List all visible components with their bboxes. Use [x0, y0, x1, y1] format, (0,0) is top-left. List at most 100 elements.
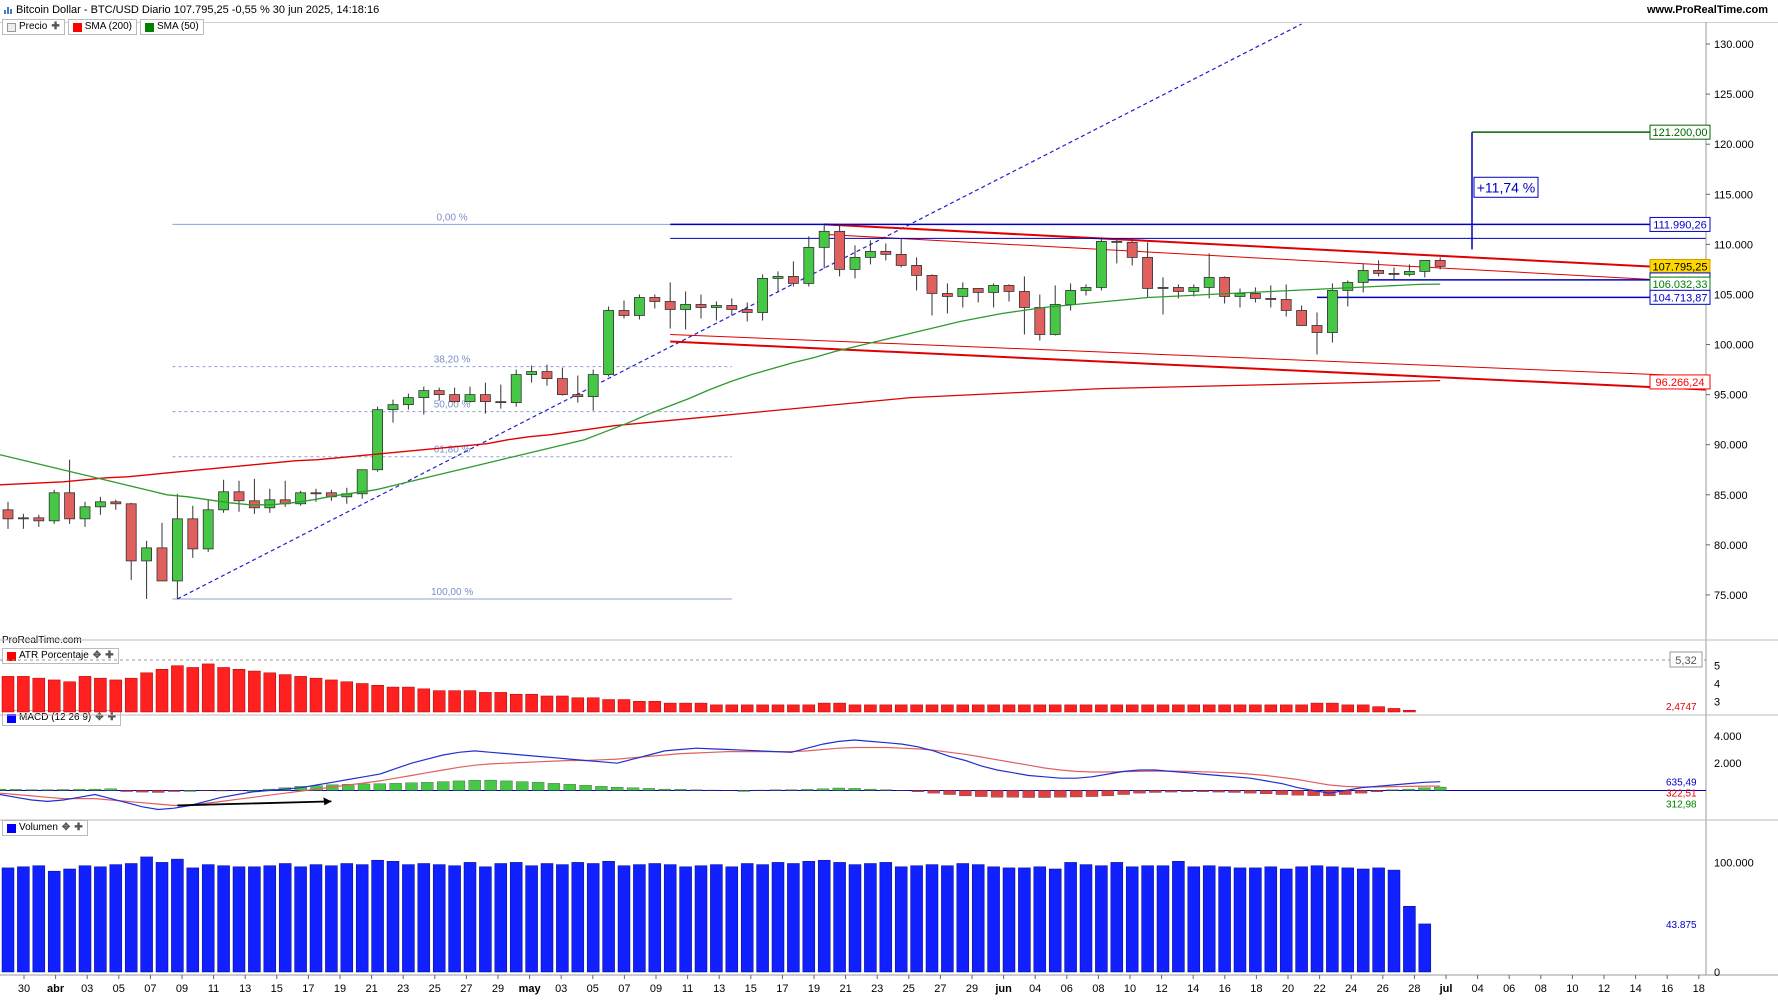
- atr-bar: [1095, 704, 1108, 713]
- sma200-line: [0, 379, 1441, 486]
- atr-bar: [1079, 704, 1093, 713]
- time-tick-label: 25: [903, 983, 915, 995]
- macd-hist-bar: [626, 787, 640, 791]
- candle: [711, 301, 722, 321]
- time-tick-label: 06: [1503, 983, 1515, 995]
- macd-signal-line: [0, 746, 1441, 807]
- macd-hist-bar: [1133, 790, 1146, 794]
- wrench-icon[interactable]: ✥: [92, 650, 102, 661]
- macd-hist-bar: [389, 783, 402, 791]
- candle-body: [1049, 304, 1061, 335]
- macd-hist-bar: [1101, 790, 1114, 797]
- macd-hist-bar: [880, 789, 893, 791]
- atr-bar: [802, 704, 816, 713]
- atr-label: ATR Porcentaje: [19, 650, 89, 661]
- macd-legend: MACD (12 26 9) ✥ ✚: [2, 710, 122, 726]
- macd-hist-bar: [1259, 790, 1273, 795]
- atr-bar: [371, 685, 384, 713]
- volume-bar: [217, 865, 230, 973]
- legend-macd[interactable]: MACD (12 26 9) ✥ ✚: [2, 710, 122, 726]
- volume-bar: [509, 862, 523, 973]
- volume-bar: [17, 866, 30, 973]
- volume-bar: [371, 859, 384, 973]
- macd-hist-bar: [611, 787, 624, 791]
- volume-bar: [525, 865, 538, 973]
- atr-bar: [355, 683, 369, 713]
- volume-bar: [679, 866, 692, 973]
- macd-hist-bar: [959, 790, 972, 797]
- legend-sma200[interactable]: SMA (200): [67, 19, 137, 35]
- wrench-icon[interactable]: ✥: [61, 822, 71, 833]
- candle: [387, 399, 399, 423]
- channel-bottom-line: [670, 340, 1707, 391]
- macd-hist-bar: [183, 790, 197, 792]
- macd-tick-label: 4.000: [1714, 731, 1742, 743]
- volume-bar: [956, 863, 970, 973]
- candle: [1096, 237, 1107, 291]
- macd-hist-bar: [547, 783, 561, 791]
- chart-type-icon[interactable]: [3, 5, 13, 15]
- macd-hist-bar: [1054, 790, 1067, 798]
- volume-bar: [802, 861, 816, 973]
- atr-bar: [63, 681, 76, 713]
- candle: [726, 298, 738, 316]
- atr-bar: [894, 704, 908, 713]
- legend-price[interactable]: Precio ✚: [2, 19, 65, 35]
- atr-bar: [602, 699, 615, 713]
- candle: [1034, 294, 1046, 341]
- channel-mid-line: [824, 233, 1707, 283]
- price-axis-label-text: 107.795,25: [1652, 261, 1707, 273]
- atr-bar: [1156, 704, 1170, 713]
- candle: [1404, 264, 1415, 277]
- atr-bar: [201, 663, 215, 713]
- macd-hist-bar: [9, 789, 22, 791]
- atr-bar: [633, 701, 646, 713]
- legend-sma50[interactable]: SMA (50): [140, 19, 204, 35]
- time-tick-label: 18: [1250, 983, 1262, 995]
- candle: [618, 300, 630, 319]
- candle-body: [310, 492, 322, 495]
- time-tick-label: 15: [745, 983, 757, 995]
- candle-body: [911, 265, 922, 276]
- time-tick-label: 16: [1219, 983, 1231, 995]
- volume-bar: [171, 858, 184, 973]
- candle-body: [1296, 310, 1307, 326]
- atr-bar: [1403, 709, 1416, 713]
- candle: [988, 283, 999, 308]
- macd-hist-bar: [1085, 790, 1099, 797]
- candle: [788, 261, 799, 287]
- macd-tick-label: 2.000: [1714, 758, 1742, 770]
- candle-body: [1019, 291, 1030, 308]
- plus-icon[interactable]: ✚: [51, 21, 60, 32]
- price-tick-label: 105.000: [1714, 289, 1754, 301]
- time-tick-label: 17: [302, 983, 314, 995]
- candle: [649, 294, 661, 309]
- atr-bar: [1326, 702, 1339, 713]
- atr-bar: [386, 686, 400, 713]
- atr-right-label: 5,32: [1675, 655, 1696, 667]
- wrench-icon[interactable]: ✥: [95, 712, 104, 723]
- macd-swatch-icon: [7, 713, 16, 723]
- time-tick-label: 17: [776, 983, 788, 995]
- time-tick-label: 30: [18, 983, 30, 995]
- macd-hist-bar: [57, 789, 70, 791]
- plus-icon[interactable]: ✚: [107, 712, 117, 723]
- macd-hist-bar: [642, 788, 656, 791]
- plus-icon[interactable]: ✚: [105, 650, 114, 661]
- atr-tick-label: 3: [1714, 696, 1720, 708]
- macd-hist-bar: [990, 790, 1004, 798]
- plus-icon[interactable]: ✚: [74, 822, 83, 833]
- macd-hist-bar: [1275, 790, 1289, 795]
- candle-body: [495, 401, 507, 404]
- time-tick-label: 10: [1124, 983, 1136, 995]
- volume-bar: [1156, 865, 1170, 973]
- volume-bar: [694, 865, 708, 973]
- volume-bar: [817, 859, 831, 973]
- candle-body: [741, 309, 753, 313]
- time-tick-label: 28: [1408, 983, 1420, 995]
- candle: [587, 369, 599, 411]
- site-label: www.ProRealTime.com: [1646, 4, 1768, 16]
- time-tick-label: jul: [1439, 983, 1453, 995]
- atr-bar: [1387, 708, 1401, 713]
